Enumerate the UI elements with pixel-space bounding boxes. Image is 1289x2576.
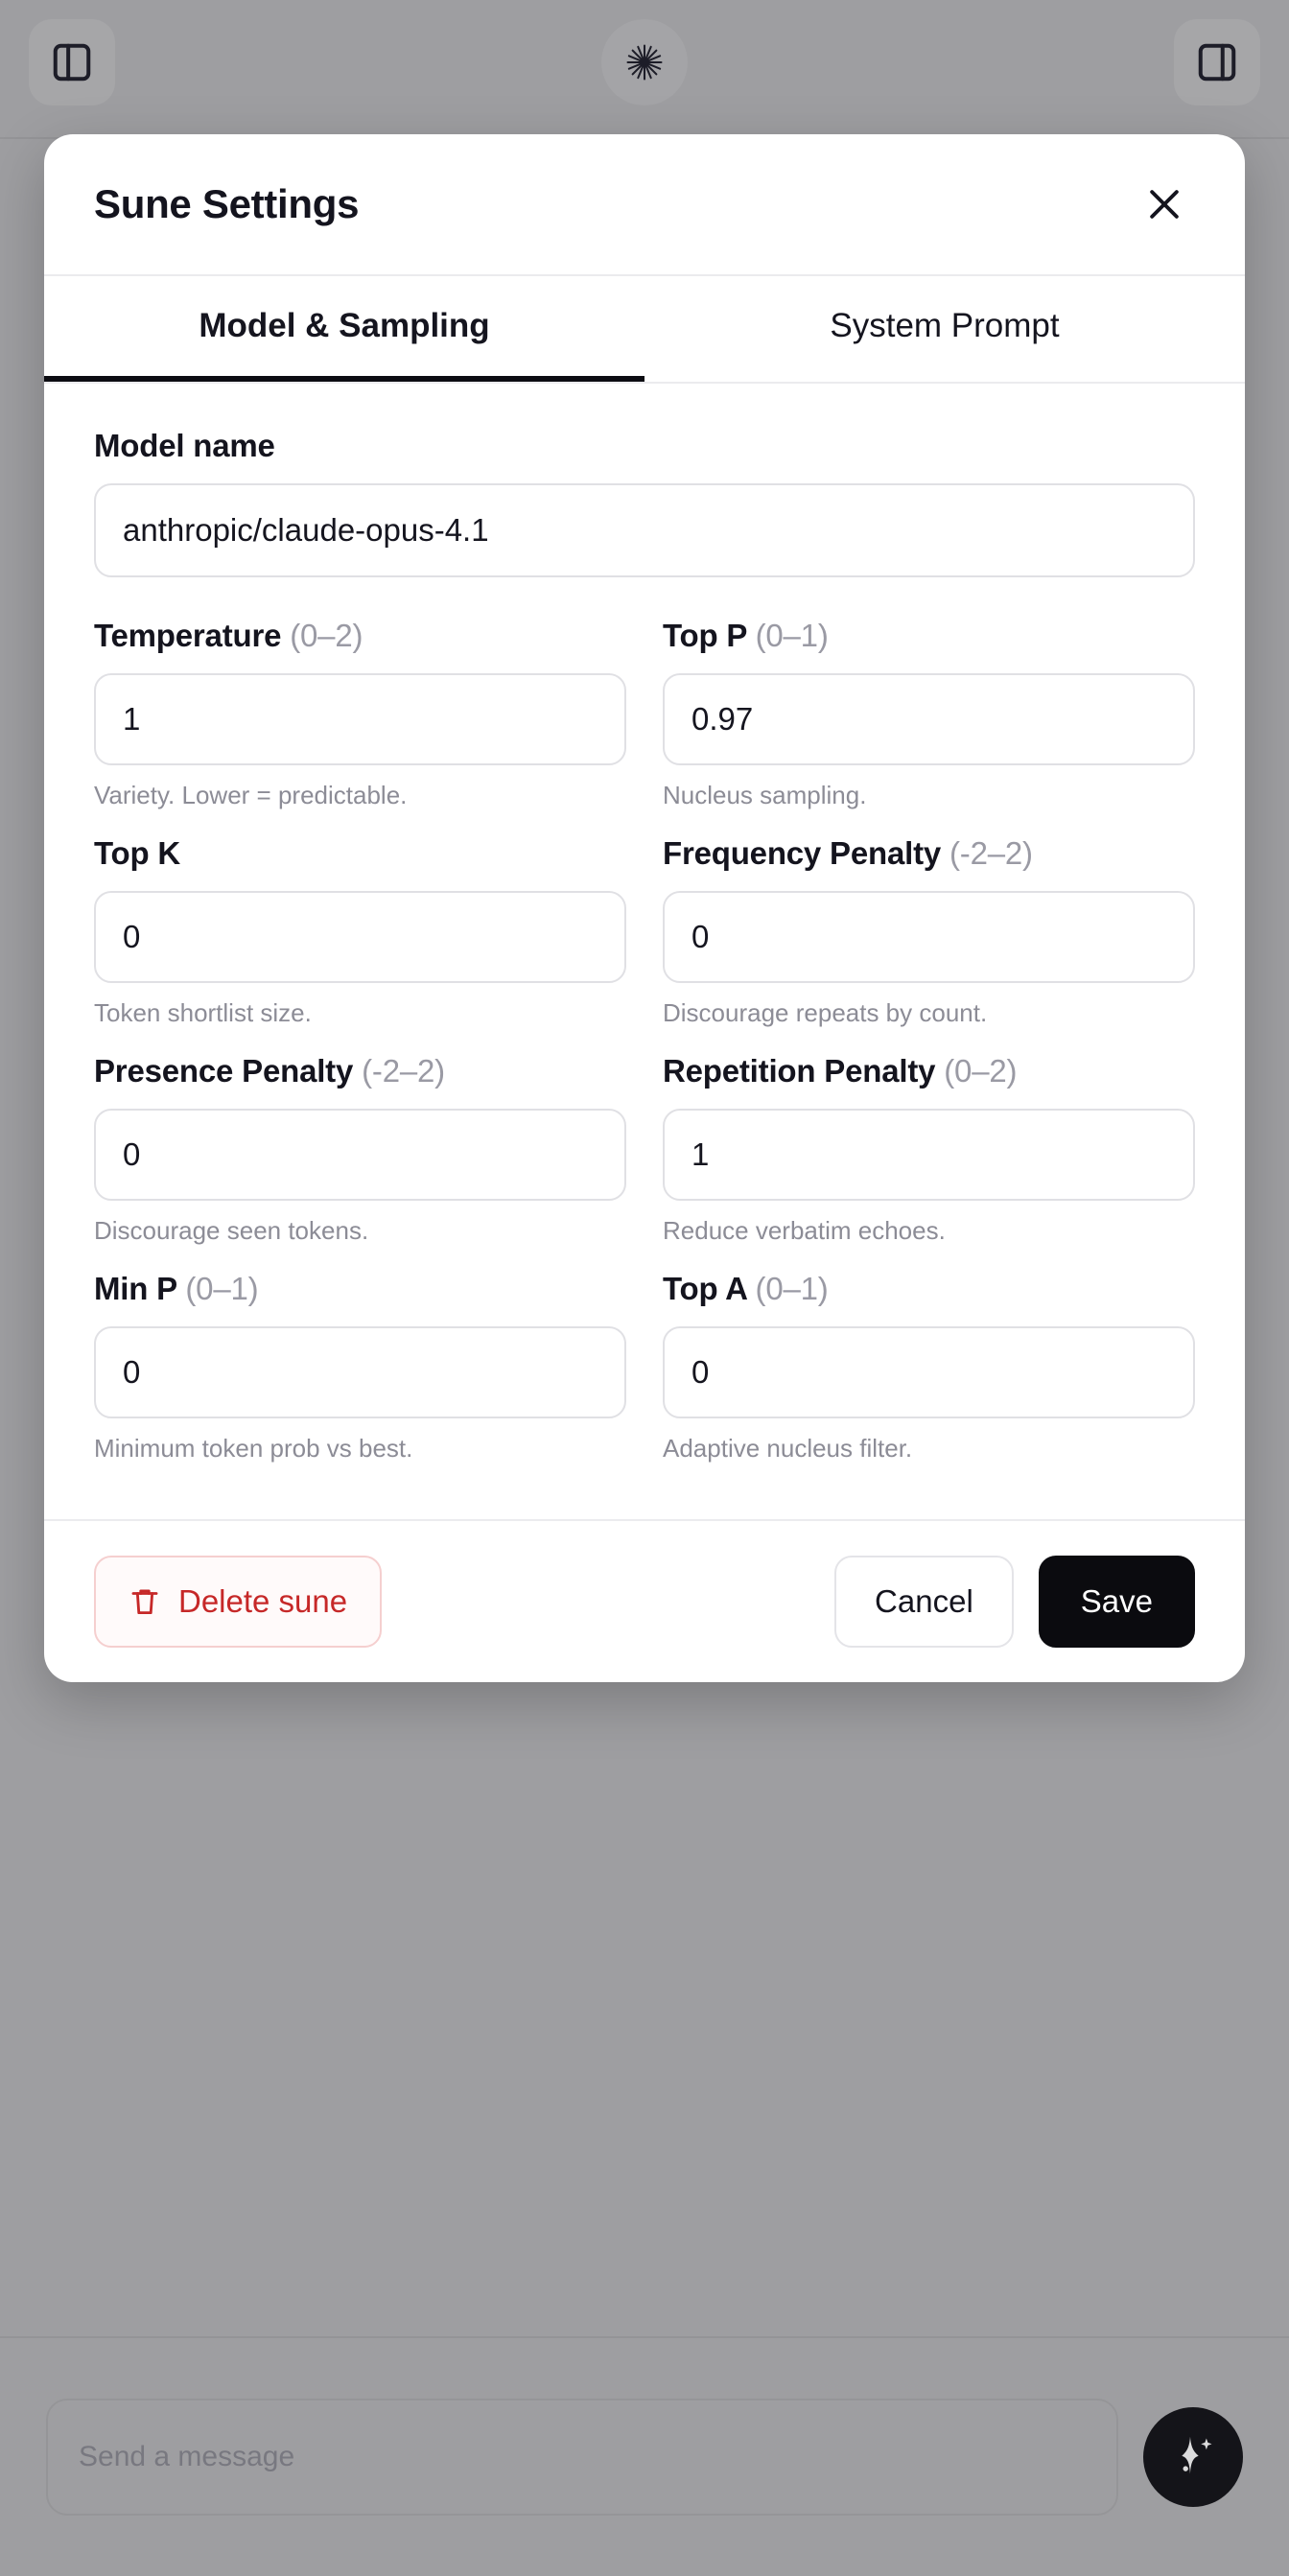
tab-system-prompt[interactable]: System Prompt: [644, 276, 1245, 382]
sparkle-icon: [1168, 2432, 1218, 2482]
param-label: Frequency Penalty (-2–2): [663, 835, 1195, 872]
param-input-min-p[interactable]: [94, 1326, 626, 1418]
param-range: (0–1): [185, 1271, 259, 1306]
param-hint: Nucleus sampling.: [663, 781, 867, 809]
left-panel-toggle-button[interactable]: [29, 19, 115, 105]
param-range: (-2–2): [949, 835, 1033, 871]
param-label: Repetition Penalty (0–2): [663, 1053, 1195, 1089]
param-range: (0–1): [755, 1271, 829, 1306]
param-hint: Variety. Lower = predictable.: [94, 781, 408, 809]
param-hint: Adaptive nucleus filter.: [663, 1434, 913, 1463]
param-label: Temperature (0–2): [94, 618, 626, 654]
dialog-tabs: Model & Sampling System Prompt: [44, 276, 1245, 384]
model-name-label: Model name: [94, 428, 275, 463]
param-top-k: Top K Token shortlist size.: [94, 835, 626, 1028]
model-name-input[interactable]: [94, 483, 1195, 577]
footer-actions: Cancel Save: [834, 1556, 1195, 1648]
param-temperature: Temperature (0–2) Variety. Lower = predi…: [94, 618, 626, 810]
param-min-p: Min P (0–1) Minimum token prob vs best.: [94, 1271, 626, 1464]
param-input-temperature[interactable]: [94, 673, 626, 765]
right-panel-toggle-icon: [1195, 40, 1239, 84]
trash-icon: [129, 1585, 161, 1618]
save-button[interactable]: Save: [1038, 1556, 1195, 1648]
param-frequency-penalty: Frequency Penalty (-2–2) Discourage repe…: [663, 835, 1195, 1028]
cancel-button[interactable]: Cancel: [834, 1556, 1014, 1648]
tab-label: Model & Sampling: [199, 307, 490, 344]
dialog-footer: Delete sune Cancel Save: [44, 1519, 1245, 1682]
param-input-top-k[interactable]: [94, 891, 626, 983]
delete-sune-button[interactable]: Delete sune: [94, 1556, 383, 1648]
left-panel-toggle-icon: [50, 40, 94, 84]
param-input-presence-penalty[interactable]: [94, 1109, 626, 1201]
param-range: (-2–2): [362, 1053, 445, 1089]
message-input[interactable]: [46, 2399, 1118, 2516]
param-input-repetition-penalty[interactable]: [663, 1109, 1195, 1201]
param-label-text: Temperature: [94, 618, 282, 653]
right-panel-toggle-button[interactable]: [1174, 19, 1260, 105]
app-topbar: [0, 0, 1289, 139]
param-label: Presence Penalty (-2–2): [94, 1053, 626, 1089]
param-hint: Reduce verbatim echoes.: [663, 1216, 946, 1245]
close-icon: [1143, 183, 1185, 225]
param-label-text: Top A: [663, 1271, 747, 1306]
param-hint: Token shortlist size.: [94, 998, 312, 1027]
param-label: Top A (0–1): [663, 1271, 1195, 1307]
param-top-p: Top P (0–1) Nucleus sampling.: [663, 618, 1195, 810]
param-presence-penalty: Presence Penalty (-2–2) Discourage seen …: [94, 1053, 626, 1246]
param-label-text: Frequency Penalty: [663, 835, 942, 871]
message-composer: [0, 2336, 1289, 2576]
send-message-button[interactable]: [1143, 2407, 1243, 2507]
param-hint: Minimum token prob vs best.: [94, 1434, 413, 1463]
delete-sune-label: Delete sune: [178, 1583, 348, 1619]
param-input-top-a[interactable]: [663, 1326, 1195, 1418]
param-input-top-p[interactable]: [663, 673, 1195, 765]
sun-burst-icon: [624, 42, 665, 82]
param-input-frequency-penalty[interactable]: [663, 891, 1195, 983]
tab-model-and-sampling[interactable]: Model & Sampling: [44, 276, 644, 382]
param-top-a: Top A (0–1) Adaptive nucleus filter.: [663, 1271, 1195, 1464]
dialog-body: Model name Temperature (0–2) Variety. Lo…: [44, 384, 1245, 1519]
param-label-text: Presence Penalty: [94, 1053, 354, 1089]
param-label: Min P (0–1): [94, 1271, 626, 1307]
param-label-text: Top K: [94, 835, 181, 871]
param-repetition-penalty: Repetition Penalty (0–2) Reduce verbatim…: [663, 1053, 1195, 1246]
sun-burst-button[interactable]: [601, 19, 688, 105]
close-dialog-button[interactable]: [1134, 174, 1195, 235]
tab-label: System Prompt: [830, 307, 1060, 344]
param-label-text: Repetition Penalty: [663, 1053, 936, 1089]
param-label: Top P (0–1): [663, 618, 1195, 654]
param-range: (0–1): [755, 618, 829, 653]
parameters-grid: Temperature (0–2) Variety. Lower = predi…: [94, 618, 1195, 1488]
dialog-title: Sune Settings: [94, 181, 360, 226]
param-hint: Discourage repeats by count.: [663, 998, 988, 1027]
param-label: Top K: [94, 835, 626, 872]
param-label-text: Top P: [663, 618, 747, 653]
model-name-field: Model name: [94, 428, 1195, 577]
param-label-text: Min P: [94, 1271, 177, 1306]
sune-settings-dialog: Sune Settings Model & Sampling System Pr…: [44, 134, 1245, 1682]
param-range: (0–2): [290, 618, 363, 653]
param-hint: Discourage seen tokens.: [94, 1216, 369, 1245]
dialog-header: Sune Settings: [44, 134, 1245, 276]
param-range: (0–2): [944, 1053, 1018, 1089]
